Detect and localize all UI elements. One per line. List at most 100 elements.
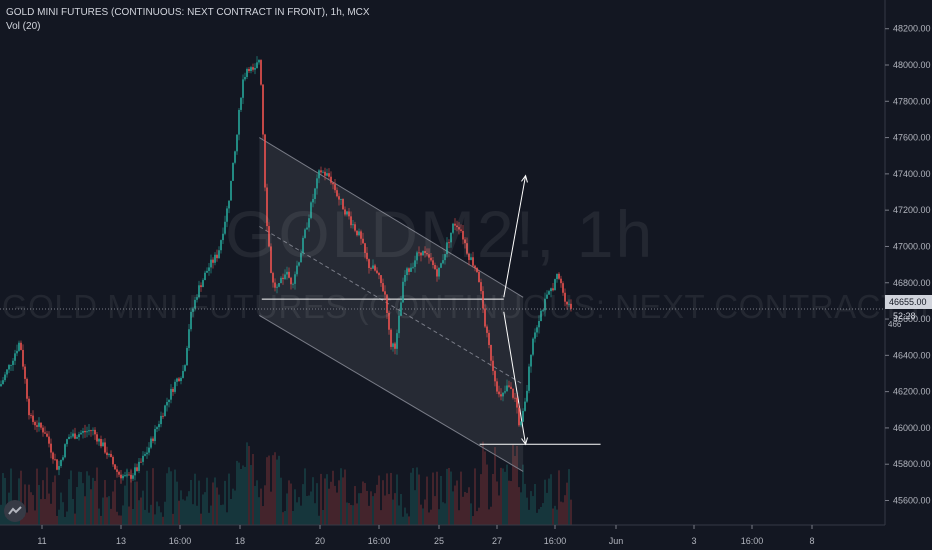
candle-body	[518, 407, 520, 426]
volume-bar	[272, 455, 274, 525]
volume-bar	[170, 471, 172, 525]
price-tick-label: 46200.00	[893, 387, 931, 397]
candle-body	[190, 311, 192, 330]
volume-bar	[412, 468, 414, 525]
volume-bar	[406, 513, 408, 525]
volume-bar	[550, 474, 552, 525]
candle-body	[340, 198, 342, 200]
bar-countdown: 52:28	[893, 311, 916, 321]
candle-body	[432, 260, 434, 266]
volume-bar	[454, 485, 456, 525]
candle-body	[536, 327, 538, 333]
candle-body	[330, 176, 332, 183]
time-tick-label: 16:00	[169, 536, 192, 546]
volume-bar	[508, 480, 510, 525]
tradingview-logo-icon[interactable]	[4, 500, 26, 522]
candle-body	[370, 268, 372, 269]
volume-bar	[504, 471, 506, 525]
candle-body	[30, 415, 32, 416]
candle-body	[332, 182, 334, 185]
candle-body	[226, 208, 228, 222]
volume-bar	[330, 481, 332, 525]
volume-bar	[30, 492, 32, 525]
candle-body	[458, 227, 460, 230]
chart-title[interactable]: GOLD MINI FUTURES (CONTINUOUS: NEXT CONT…	[6, 7, 370, 18]
candle-body	[46, 433, 48, 437]
candle-body	[216, 254, 218, 259]
volume-bar	[522, 464, 524, 525]
volume-bar	[246, 442, 248, 525]
candle-body	[158, 424, 160, 428]
volume-bar	[166, 473, 168, 525]
candle-body	[38, 422, 40, 427]
volume-indicator-label[interactable]: Vol (20)	[6, 21, 41, 32]
volume-bar	[428, 512, 430, 525]
price-tick-label: 46800.00	[893, 278, 931, 288]
candle-body	[302, 237, 304, 254]
candle-body	[86, 431, 88, 433]
volume-bar	[540, 506, 542, 525]
volume-bar	[122, 505, 124, 525]
volume-bar	[282, 512, 284, 525]
candle-body	[14, 353, 16, 361]
volume-bar	[198, 480, 200, 525]
volume-bar	[310, 491, 312, 525]
candle-body	[462, 230, 464, 240]
volume-bar	[560, 501, 562, 525]
volume-bar	[494, 447, 496, 525]
volume-bar	[108, 496, 110, 525]
candle-body	[500, 394, 502, 397]
volume-bar	[442, 502, 444, 525]
volume-bar	[542, 503, 544, 525]
volume-bar	[140, 497, 142, 525]
candle-body	[514, 397, 516, 399]
candle-body	[380, 275, 382, 284]
volume-bar	[474, 468, 476, 525]
channel-lower-line[interactable]	[259, 314, 524, 472]
candle-body	[400, 302, 402, 316]
candle-body	[466, 243, 468, 254]
volume-bar	[164, 501, 166, 525]
volume-bar	[160, 512, 162, 525]
volume-bar	[394, 493, 396, 525]
candle-body	[136, 467, 138, 471]
volume-bar	[488, 509, 490, 525]
volume-bar	[78, 471, 80, 525]
candle-body	[274, 282, 276, 288]
volume-bar	[564, 495, 566, 525]
price-tick-label: 47800.00	[893, 96, 931, 106]
candle-body	[72, 433, 74, 437]
trendline-drawings[interactable]	[259, 137, 601, 472]
volume-bar	[534, 483, 536, 525]
volume-bar	[468, 487, 470, 525]
candle-body	[402, 281, 404, 303]
candle-body	[538, 321, 540, 328]
volume-bar	[400, 494, 402, 525]
candle-body	[516, 397, 518, 408]
candle-body	[200, 285, 202, 288]
candle-body	[52, 452, 54, 460]
candle-body	[496, 381, 498, 392]
candle-body	[262, 84, 264, 135]
candle-body	[442, 260, 444, 264]
volume-bar	[376, 484, 378, 525]
candle-body	[504, 391, 506, 393]
volume-bar	[222, 504, 224, 525]
arrow-down[interactable]	[503, 311, 527, 445]
candle-body	[270, 246, 272, 273]
candle-body	[394, 343, 396, 349]
candle-body	[568, 303, 570, 305]
arrow-up[interactable]	[503, 175, 527, 298]
volume-bar	[262, 506, 264, 525]
volume-bar	[132, 509, 134, 525]
volume-bar	[332, 470, 334, 525]
candle-body	[170, 388, 172, 400]
time-tick-label: 8	[809, 536, 814, 546]
volume-bar	[342, 477, 344, 525]
candle-body	[106, 452, 108, 456]
volume-bar	[42, 480, 44, 525]
volume-bar	[2, 473, 4, 525]
candle-body	[540, 310, 542, 322]
